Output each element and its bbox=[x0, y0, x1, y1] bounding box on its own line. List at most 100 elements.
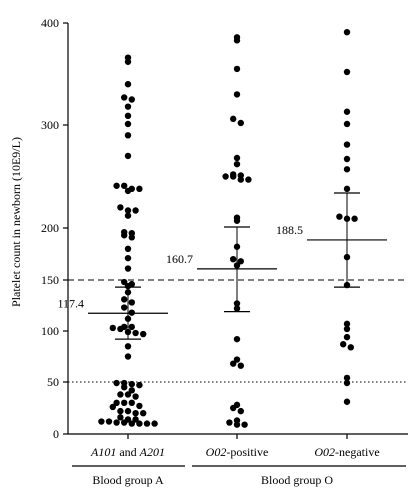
data-point bbox=[336, 213, 343, 220]
data-point bbox=[230, 173, 237, 180]
data-point bbox=[230, 256, 237, 263]
data-point bbox=[343, 320, 351, 328]
data-point bbox=[230, 360, 237, 367]
group-a-label: Blood group A bbox=[92, 473, 164, 487]
data-point bbox=[117, 391, 124, 398]
data-point bbox=[136, 420, 143, 427]
data-point bbox=[109, 324, 117, 332]
group-brackets: Blood group A Blood group O bbox=[72, 465, 406, 487]
y-tick-label: 400 bbox=[41, 16, 59, 30]
data-point bbox=[113, 399, 120, 406]
data-point bbox=[343, 398, 351, 405]
data-point bbox=[132, 410, 139, 417]
data-point bbox=[113, 379, 120, 387]
data-point bbox=[343, 379, 351, 387]
data-point bbox=[237, 362, 244, 369]
data-point bbox=[343, 185, 351, 193]
data-point bbox=[343, 374, 351, 382]
data-point bbox=[237, 119, 244, 127]
data-point bbox=[128, 323, 135, 331]
data-point bbox=[121, 182, 128, 189]
data-point bbox=[245, 176, 252, 183]
data-point bbox=[128, 309, 135, 316]
data-point bbox=[226, 419, 233, 426]
data-point bbox=[121, 278, 128, 286]
data-point bbox=[132, 393, 139, 400]
data-point bbox=[222, 173, 229, 180]
data-point bbox=[151, 420, 158, 427]
data-point bbox=[343, 325, 351, 333]
data-point bbox=[128, 399, 135, 406]
category-italic-part-2: A201 bbox=[139, 445, 165, 459]
data-point bbox=[230, 115, 237, 123]
y-tick-label: 200 bbox=[41, 221, 59, 235]
data-point bbox=[343, 120, 351, 128]
y-tick-label: 50 bbox=[47, 375, 59, 389]
data-point bbox=[132, 416, 139, 423]
data-point bbox=[233, 356, 241, 363]
data-point bbox=[117, 407, 124, 415]
data-point bbox=[343, 155, 351, 163]
category-italic-part: A101 bbox=[90, 445, 116, 459]
data-point bbox=[241, 421, 248, 428]
y-tick-label: 0 bbox=[53, 427, 59, 441]
data-point bbox=[121, 94, 128, 101]
data-point bbox=[121, 399, 128, 406]
data-point bbox=[237, 258, 244, 265]
data-point bbox=[124, 120, 132, 128]
data-point bbox=[124, 112, 132, 120]
x-category-label: O02-positive bbox=[206, 445, 269, 459]
data-point bbox=[347, 344, 354, 351]
data-point bbox=[136, 402, 143, 410]
data-point bbox=[117, 414, 124, 421]
data-point bbox=[121, 296, 128, 303]
data-point bbox=[343, 28, 351, 36]
data-point bbox=[124, 207, 132, 214]
data-point bbox=[117, 325, 124, 333]
data-point bbox=[121, 304, 128, 311]
data-point bbox=[128, 420, 135, 427]
data-point bbox=[128, 380, 135, 388]
data-point bbox=[124, 152, 132, 160]
data-point bbox=[121, 419, 128, 426]
y-tick-label: 300 bbox=[41, 118, 59, 132]
data-point bbox=[343, 108, 351, 115]
data-point bbox=[98, 418, 105, 425]
data-point bbox=[233, 37, 241, 44]
data-point bbox=[113, 182, 120, 189]
category-text-part: -positive bbox=[226, 445, 268, 459]
data-point bbox=[124, 187, 132, 195]
data-point bbox=[237, 176, 244, 183]
data-point bbox=[230, 404, 237, 412]
median-label: 188.5 bbox=[276, 223, 303, 237]
y-axis-title: Platelet count in newborn (10E9/L) bbox=[9, 137, 23, 307]
data-point bbox=[124, 353, 132, 360]
data-point bbox=[140, 410, 147, 417]
data-point bbox=[124, 254, 132, 262]
data-point bbox=[136, 185, 143, 193]
x-category-label: A101 and A201 bbox=[90, 445, 165, 459]
x-axis: A101 and A201 O02-positive O02-negative bbox=[68, 433, 408, 459]
y-tick-label: 150 bbox=[41, 273, 59, 287]
data-points bbox=[98, 28, 358, 428]
data-point bbox=[343, 141, 351, 148]
data-point bbox=[124, 391, 132, 398]
data-point bbox=[132, 329, 139, 337]
data-point bbox=[124, 132, 132, 139]
data-point bbox=[121, 384, 128, 391]
data-point bbox=[124, 245, 132, 252]
data-point bbox=[343, 166, 351, 173]
data-point bbox=[233, 217, 241, 224]
data-point bbox=[233, 154, 241, 162]
data-point bbox=[117, 204, 124, 211]
data-point bbox=[124, 58, 132, 65]
data-point bbox=[124, 343, 132, 350]
data-point bbox=[233, 65, 241, 73]
data-point bbox=[132, 207, 139, 214]
data-point bbox=[343, 333, 351, 341]
data-point bbox=[109, 403, 117, 411]
x-category-label: O02-negative bbox=[314, 445, 379, 459]
data-point bbox=[233, 335, 241, 343]
data-point bbox=[237, 407, 244, 415]
